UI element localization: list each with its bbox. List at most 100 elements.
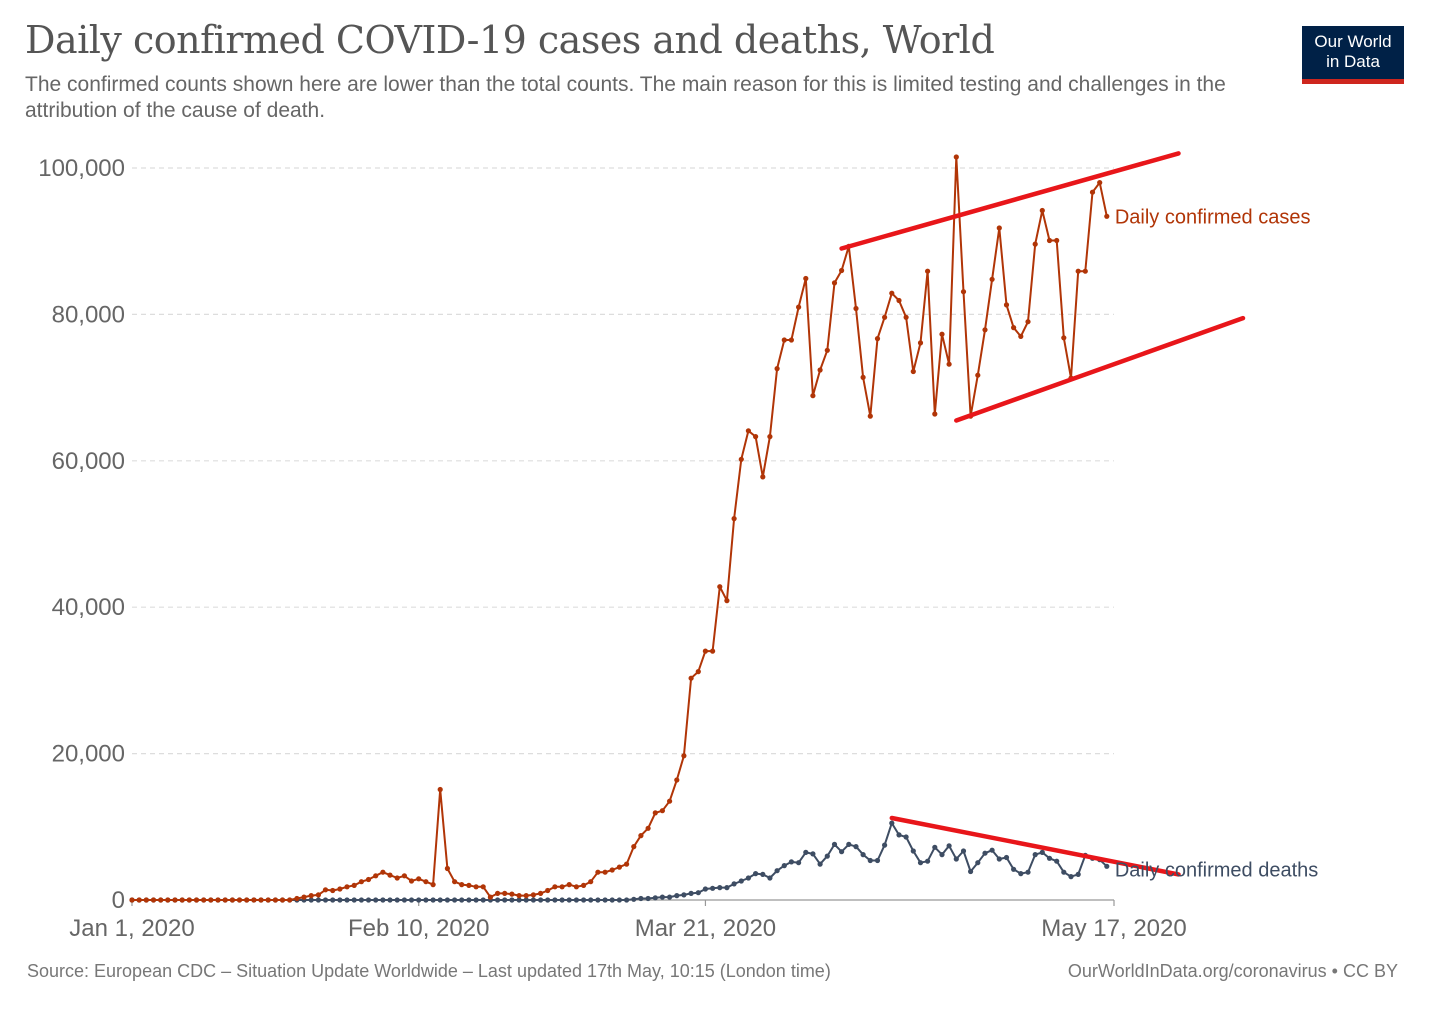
cases-point[interactable] bbox=[294, 895, 300, 902]
deaths-point[interactable] bbox=[745, 875, 752, 881]
cases-point[interactable] bbox=[1032, 241, 1038, 247]
cases-point[interactable] bbox=[1039, 207, 1045, 214]
cases-point[interactable] bbox=[1097, 180, 1103, 186]
deaths-point[interactable] bbox=[315, 897, 321, 903]
deaths-point[interactable] bbox=[308, 897, 314, 903]
deaths-point[interactable] bbox=[609, 897, 615, 903]
cases-point[interactable] bbox=[710, 648, 716, 654]
cases-point[interactable] bbox=[308, 893, 314, 899]
cases-point[interactable] bbox=[860, 374, 866, 380]
deaths-point[interactable] bbox=[1003, 854, 1010, 861]
cases-point[interactable] bbox=[932, 411, 938, 417]
cases-point[interactable] bbox=[358, 879, 364, 885]
cases-point[interactable] bbox=[566, 882, 572, 888]
deaths-point[interactable] bbox=[394, 897, 400, 903]
cases-point[interactable] bbox=[452, 879, 458, 885]
cases-point[interactable] bbox=[545, 887, 551, 894]
cases-point[interactable] bbox=[559, 884, 565, 890]
deaths-point[interactable] bbox=[430, 897, 436, 903]
deaths-point[interactable] bbox=[645, 895, 651, 902]
cases-point[interactable] bbox=[244, 897, 250, 903]
deaths-point[interactable] bbox=[1046, 855, 1053, 861]
cases-point[interactable] bbox=[502, 890, 508, 897]
deaths-point[interactable] bbox=[552, 897, 558, 903]
cases-point[interactable] bbox=[925, 268, 931, 274]
cases-point[interactable] bbox=[760, 474, 766, 480]
deaths-point[interactable] bbox=[731, 881, 737, 887]
cases-point[interactable] bbox=[595, 869, 601, 875]
cases-point[interactable] bbox=[437, 786, 443, 793]
cases-point[interactable] bbox=[624, 861, 630, 867]
cases-point[interactable] bbox=[638, 833, 644, 839]
deaths-point[interactable] bbox=[480, 897, 486, 903]
deaths-point[interactable] bbox=[724, 885, 730, 891]
cases-point[interactable] bbox=[731, 516, 737, 522]
cases-point[interactable] bbox=[416, 876, 422, 882]
deaths-point[interactable] bbox=[975, 860, 981, 866]
cases-point[interactable] bbox=[287, 897, 293, 903]
cases-point[interactable] bbox=[1082, 268, 1088, 274]
cases-point[interactable] bbox=[609, 867, 615, 873]
cases-point[interactable] bbox=[982, 327, 988, 333]
cases-point[interactable] bbox=[322, 887, 329, 893]
cases-point[interactable] bbox=[495, 890, 501, 897]
cases-point[interactable] bbox=[129, 897, 135, 903]
cases-point[interactable] bbox=[1061, 335, 1067, 341]
deaths-point[interactable] bbox=[509, 897, 515, 903]
deaths-point[interactable] bbox=[932, 844, 938, 850]
deaths-point[interactable] bbox=[960, 848, 967, 854]
cases-point[interactable] bbox=[788, 337, 795, 343]
cases-point[interactable] bbox=[581, 882, 587, 889]
cases-point[interactable] bbox=[767, 434, 773, 440]
cases-point[interactable] bbox=[774, 366, 780, 372]
cases-point[interactable] bbox=[380, 869, 386, 875]
cases-point[interactable] bbox=[903, 314, 909, 320]
deaths-point[interactable] bbox=[530, 897, 537, 903]
deaths-point[interactable] bbox=[910, 848, 916, 854]
cases-point[interactable] bbox=[150, 897, 157, 903]
cases-point[interactable] bbox=[1018, 333, 1024, 339]
deaths-point[interactable] bbox=[380, 897, 386, 903]
cases-point[interactable] bbox=[530, 892, 537, 898]
cases-point[interactable] bbox=[573, 884, 580, 890]
cases-point[interactable] bbox=[975, 372, 981, 378]
deaths-point[interactable] bbox=[753, 871, 759, 877]
deaths-point[interactable] bbox=[387, 897, 393, 903]
cases-point[interactable] bbox=[1089, 189, 1096, 195]
deaths-point[interactable] bbox=[925, 858, 931, 864]
deaths-point[interactable] bbox=[1054, 858, 1060, 864]
deaths-point[interactable] bbox=[545, 897, 551, 903]
cases-point[interactable] bbox=[824, 347, 830, 353]
cases-point[interactable] bbox=[960, 289, 967, 295]
cases-point[interactable] bbox=[516, 893, 522, 899]
cases-point[interactable] bbox=[681, 753, 687, 759]
deaths-point[interactable] bbox=[473, 897, 479, 903]
cases-point[interactable] bbox=[538, 890, 544, 897]
deaths-point[interactable] bbox=[803, 849, 809, 856]
deaths-point[interactable] bbox=[896, 832, 902, 838]
cases-point[interactable] bbox=[616, 864, 623, 870]
deaths-point[interactable] bbox=[437, 897, 443, 903]
cases-point[interactable] bbox=[753, 434, 759, 440]
deaths-point[interactable] bbox=[602, 897, 608, 903]
cases-point[interactable] bbox=[652, 810, 658, 816]
owid-logo[interactable]: Our World in Data bbox=[1302, 26, 1404, 84]
deaths-point[interactable] bbox=[788, 859, 795, 865]
deaths-point[interactable] bbox=[523, 897, 529, 903]
deaths-point[interactable] bbox=[358, 897, 364, 903]
cases-point[interactable] bbox=[889, 290, 895, 296]
cases-point[interactable] bbox=[1054, 237, 1060, 244]
cases-point[interactable] bbox=[659, 808, 666, 814]
deaths-point[interactable] bbox=[839, 849, 845, 855]
deaths-point[interactable] bbox=[867, 857, 873, 864]
cases-point[interactable] bbox=[201, 897, 207, 903]
deaths-point[interactable] bbox=[674, 893, 680, 899]
cases-point[interactable] bbox=[344, 884, 350, 890]
deaths-point[interactable] bbox=[559, 897, 565, 903]
cases-point[interactable] bbox=[817, 367, 823, 373]
deaths-point[interactable] bbox=[982, 850, 988, 856]
deaths-point[interactable] bbox=[817, 861, 823, 867]
cases-point[interactable] bbox=[1046, 237, 1053, 244]
cases-point[interactable] bbox=[301, 894, 307, 900]
deaths-point[interactable] bbox=[516, 897, 522, 903]
